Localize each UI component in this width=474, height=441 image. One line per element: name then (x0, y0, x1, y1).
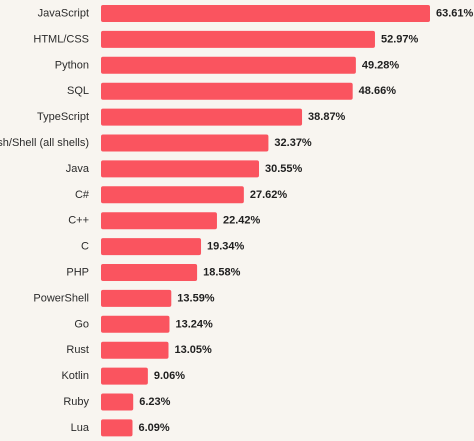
category-label-kotlin: Kotlin (61, 370, 89, 382)
category-label-powershell: PowerShell (33, 292, 89, 304)
category-label-rust: Rust (66, 344, 89, 356)
category-label-java: Java (66, 163, 90, 175)
category-label-javascript: JavaScript (38, 8, 89, 20)
bar-typescript (101, 108, 303, 126)
category-label-python: Python (55, 59, 89, 71)
bar-java (101, 160, 260, 178)
category-label-lua: Lua (71, 422, 90, 434)
category-label-html-css: HTML/CSS (33, 33, 89, 45)
value-label-php: 18.58% (203, 267, 241, 279)
bar-bash-shell-all-shells (101, 134, 269, 152)
value-label-javascript: 63.61% (436, 8, 474, 20)
value-label-rust: 13.05% (175, 344, 213, 356)
bar-html-css (101, 30, 375, 48)
value-label-powershell: 13.59% (177, 292, 215, 304)
category-label-go: Go (74, 318, 89, 330)
bar-sql (101, 82, 353, 100)
bar-go (101, 315, 170, 333)
value-label-lua: 6.09% (139, 422, 170, 434)
bar-c (101, 212, 217, 230)
bar-python (101, 56, 356, 74)
bars-layer: JavaScript 63.61% HTML/CSS 52.97% Python 49.2… (0, 5, 474, 437)
value-label-c: 19.34% (207, 241, 245, 253)
category-label-bash-shell-all-shells: Bash/Shell (all shells) (0, 137, 89, 149)
category-label-c: C++ (68, 215, 89, 227)
value-label-c: 27.62% (250, 189, 288, 201)
value-label-sql: 48.66% (359, 85, 397, 97)
bar-rust (101, 341, 169, 359)
category-label-c: C (81, 241, 89, 253)
value-label-go: 13.24% (175, 318, 213, 330)
category-label-php: PHP (66, 267, 89, 279)
bar-c (101, 186, 244, 204)
value-label-java: 30.55% (265, 163, 303, 175)
value-label-ruby: 6.23% (139, 396, 170, 408)
value-label-kotlin: 9.06% (154, 370, 185, 382)
category-label-c: C# (75, 189, 90, 201)
bar-ruby (101, 393, 134, 411)
category-label-typescript: TypeScript (37, 111, 89, 123)
category-label-ruby: Ruby (63, 396, 89, 408)
value-label-typescript: 38.87% (308, 111, 346, 123)
value-label-c: 22.42% (223, 215, 261, 227)
bar-c (101, 238, 202, 256)
bar-lua (101, 419, 133, 437)
bar-kotlin (101, 367, 148, 385)
bar-javascript (101, 5, 430, 22)
value-label-html-css: 52.97% (381, 33, 419, 45)
bar-powershell (101, 289, 172, 307)
value-label-bash-shell-all-shells: 32.37% (274, 137, 312, 149)
value-label-python: 49.28% (362, 59, 400, 71)
category-label-sql: SQL (67, 85, 89, 97)
bar-php (101, 264, 198, 281)
